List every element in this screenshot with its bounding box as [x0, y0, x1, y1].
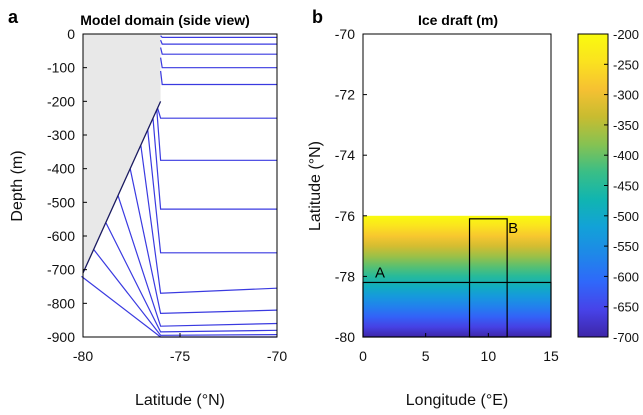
panel-b-y-ticks: -70 -72 -74 -76 -78 -80 — [335, 26, 367, 345]
model-layer-line-14 — [93, 249, 278, 336]
panel-b-x-axis-label: Longitude (°E) — [406, 392, 508, 409]
colorbar-ticks: -200 -250 -300 -350 -400 -450 -500 -550 -600 -650… — [604, 27, 639, 345]
panel-b-frame — [362, 33, 552, 338]
y-tick-label: -800 — [47, 295, 75, 311]
x-tick-label: -80 — [73, 348, 93, 364]
model-layer-line-13 — [105, 222, 278, 333]
model-layer-line-1 — [160, 35, 277, 38]
panel-b-letter: b — [312, 7, 323, 27]
model-layer-line-2 — [160, 39, 277, 45]
panel-b-title: Ice draft (m) — [418, 12, 498, 28]
panel-a-x-axis-label: Latitude (°N) — [135, 392, 225, 409]
y-tick-label: -80 — [335, 329, 355, 345]
y-tick-label: -100 — [47, 60, 75, 76]
model-layer-line-8 — [152, 118, 277, 210]
x-tick-label: 10 — [481, 348, 497, 364]
y-tick-label: -200 — [47, 93, 75, 109]
y-tick-label: -300 — [47, 127, 75, 143]
colorbar-tick-label: -600 — [613, 269, 639, 284]
model-layer-line-12 — [117, 195, 278, 327]
y-tick-label: -700 — [47, 262, 75, 278]
panel-a: a Model domain (side view) -80 -75 -70 0 -1… — [8, 7, 287, 409]
x-tick-label: -75 — [170, 348, 190, 364]
ice-shelf-base-line — [82, 101, 162, 274]
y-tick-label: -74 — [335, 147, 355, 163]
y-tick-label: -72 — [335, 87, 355, 103]
panel-a-letter: a — [8, 7, 19, 27]
y-tick-label: -70 — [335, 26, 355, 42]
colorbar-tick-label: -250 — [613, 57, 639, 72]
panel-a-plot-area — [81, 34, 278, 338]
x-tick-label: 5 — [422, 348, 430, 364]
colorbar-tick-label: -400 — [613, 148, 639, 163]
colorbar-tick-label: -650 — [613, 300, 639, 315]
x-tick-label: 15 — [543, 348, 559, 364]
colorbar-tick-label: -350 — [613, 118, 639, 133]
y-tick-label: -76 — [335, 208, 355, 224]
colorbar — [577, 33, 609, 338]
model-layer-line-10 — [140, 145, 278, 294]
colorbar-tick-label: -200 — [613, 27, 639, 42]
y-tick-label: -78 — [335, 268, 355, 284]
ice-draft-field — [363, 215, 551, 337]
y-tick-label: -500 — [47, 194, 75, 210]
panel-b-plot-area: AB — [362, 215, 552, 338]
panel-b: b Ice draft (m) AB 0 5 10 15 -70-72-74-76-7… — [307, 7, 639, 409]
y-tick-label: -400 — [47, 161, 75, 177]
model-layer-line-3 — [160, 47, 277, 55]
panel-b-x-ticks: 0 5 10 15 — [359, 333, 559, 364]
colorbar-tick-label: -500 — [613, 209, 639, 224]
model-layer-line-11 — [129, 168, 278, 315]
x-tick-label: -70 — [267, 348, 287, 364]
model-layer-line-15 — [81, 275, 277, 338]
panel-a-y-axis-label: Depth (m) — [9, 150, 26, 221]
panel-a-title: Model domain (side view) — [80, 12, 250, 28]
model-layer-line-4 — [160, 57, 277, 69]
model-layer-line-5 — [160, 70, 277, 86]
model-layer-line-6 — [157, 107, 277, 119]
panel-a-y-ticks: 0 -100 -200 -300 -400 -500 -600 -700 -800 -900 — [47, 26, 87, 345]
region-label-b: B — [508, 220, 518, 237]
panel-b-y-axis-label: Latitude (°N) — [307, 141, 324, 231]
ice-shelf-region — [83, 34, 161, 273]
colorbar-tick-label: -450 — [613, 179, 639, 194]
colorbar-tick-label: -700 — [613, 330, 639, 345]
y-tick-label: 0 — [67, 26, 75, 42]
panel-a-x-ticks: -80 -75 -70 — [73, 333, 287, 364]
colorbar-tick-label: -300 — [613, 88, 639, 103]
x-tick-label: 0 — [359, 348, 367, 364]
y-tick-label: -600 — [47, 228, 75, 244]
model-layer-line-9 — [147, 129, 277, 254]
model-layer-line-7 — [156, 109, 277, 161]
region-label-a: A — [375, 264, 385, 281]
y-tick-label: -900 — [47, 329, 75, 345]
colorbar-tick-label: -550 — [613, 239, 639, 254]
